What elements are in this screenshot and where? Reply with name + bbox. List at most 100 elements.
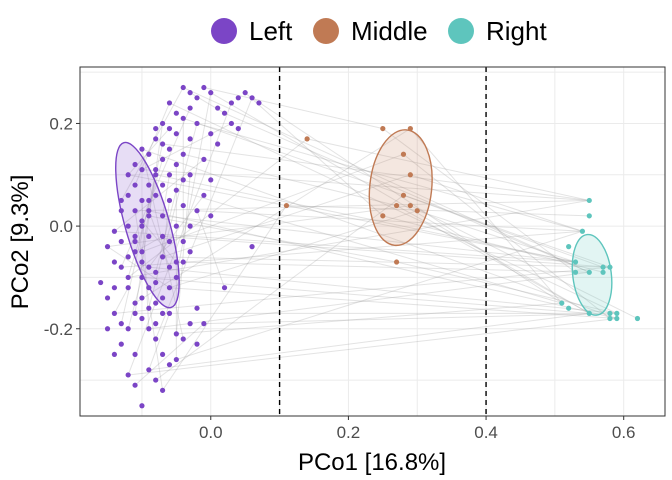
point-left bbox=[201, 192, 207, 198]
connector-line bbox=[134, 210, 164, 391]
point-left bbox=[153, 300, 159, 306]
point-middle bbox=[414, 208, 420, 214]
point-left bbox=[146, 305, 152, 311]
connector-line bbox=[196, 210, 226, 288]
point-left bbox=[187, 321, 193, 327]
connector-line bbox=[141, 276, 590, 314]
point-right bbox=[586, 310, 592, 316]
point-left bbox=[159, 182, 166, 188]
point-left bbox=[215, 141, 221, 147]
connector-line bbox=[251, 97, 563, 304]
point-left bbox=[173, 356, 179, 363]
connector-line bbox=[127, 102, 232, 376]
point-left bbox=[139, 223, 145, 229]
point-left bbox=[159, 351, 166, 358]
point-left bbox=[153, 167, 159, 173]
connector-line bbox=[244, 92, 384, 217]
connector-line bbox=[148, 271, 590, 330]
point-left bbox=[166, 310, 173, 316]
point-middle bbox=[380, 213, 386, 219]
point-left bbox=[111, 285, 118, 291]
legend-label-right: Right bbox=[486, 16, 547, 46]
point-left bbox=[180, 151, 186, 157]
connector-line bbox=[148, 123, 198, 309]
point-left bbox=[159, 254, 166, 260]
connector-line bbox=[134, 323, 205, 386]
connector-line bbox=[183, 153, 397, 207]
x-tick-label: 0.2 bbox=[337, 423, 361, 442]
point-left bbox=[153, 136, 159, 142]
connector-line bbox=[148, 195, 205, 268]
legend-label-left: Left bbox=[249, 16, 293, 46]
point-left bbox=[166, 362, 173, 368]
connector-line bbox=[396, 261, 617, 314]
connector-line bbox=[162, 235, 610, 268]
point-left bbox=[208, 177, 214, 183]
point-left bbox=[146, 151, 152, 157]
point-right bbox=[600, 269, 606, 275]
connector-line bbox=[128, 199, 590, 278]
connector-line bbox=[169, 210, 418, 289]
connector-line bbox=[113, 287, 129, 314]
point-left bbox=[187, 223, 193, 229]
point-left bbox=[166, 172, 173, 178]
point-left bbox=[153, 269, 159, 275]
x-tick-label: 0.0 bbox=[199, 423, 223, 442]
point-left bbox=[173, 274, 179, 281]
point-right bbox=[586, 269, 592, 275]
point-left bbox=[228, 120, 235, 127]
connector-line bbox=[141, 169, 590, 201]
connector-line bbox=[134, 235, 163, 253]
point-middle bbox=[400, 151, 407, 157]
connector-line bbox=[148, 312, 590, 371]
x-tick-label: 0.6 bbox=[612, 423, 636, 442]
connector-line bbox=[120, 87, 184, 201]
point-left bbox=[201, 321, 207, 327]
connector-line bbox=[114, 266, 610, 314]
connector-line bbox=[175, 174, 191, 334]
point-left bbox=[249, 244, 255, 250]
connector-line bbox=[162, 215, 576, 263]
point-left bbox=[132, 310, 138, 316]
point-left bbox=[139, 403, 145, 409]
connector-lines bbox=[107, 87, 638, 391]
point-left bbox=[208, 90, 214, 96]
point-left bbox=[132, 161, 138, 168]
point-right bbox=[607, 264, 613, 270]
point-left bbox=[146, 264, 152, 270]
point-left bbox=[249, 95, 255, 101]
point-left bbox=[118, 238, 124, 245]
point-left bbox=[166, 146, 173, 152]
point-middle bbox=[283, 202, 290, 209]
connector-line bbox=[114, 158, 205, 232]
point-left bbox=[146, 208, 152, 214]
point-left bbox=[166, 100, 173, 106]
connector-line bbox=[148, 313, 170, 370]
connector-line bbox=[121, 230, 583, 268]
point-left bbox=[159, 213, 166, 219]
point-left bbox=[228, 100, 235, 106]
legend: Left Middle Right bbox=[211, 16, 547, 46]
point-left bbox=[125, 326, 131, 332]
connector-line bbox=[176, 189, 562, 304]
connector-line bbox=[162, 256, 610, 268]
point-left bbox=[132, 382, 138, 388]
connector-line bbox=[141, 123, 232, 171]
point-left bbox=[166, 238, 173, 245]
connector-line bbox=[183, 117, 611, 268]
point-left bbox=[166, 264, 173, 270]
point-left bbox=[146, 213, 152, 219]
connector-line bbox=[410, 205, 638, 319]
point-right bbox=[572, 269, 579, 275]
point-left bbox=[139, 315, 145, 322]
legend-key-left bbox=[211, 18, 237, 44]
connector-line bbox=[162, 174, 170, 216]
point-left bbox=[118, 208, 124, 214]
point-left bbox=[153, 172, 159, 178]
point-left bbox=[146, 182, 152, 188]
y-tick-label: -0.2 bbox=[44, 320, 73, 339]
connector-line bbox=[141, 153, 404, 253]
connector-line bbox=[210, 92, 590, 314]
point-left bbox=[159, 310, 166, 316]
point-left bbox=[159, 120, 166, 127]
